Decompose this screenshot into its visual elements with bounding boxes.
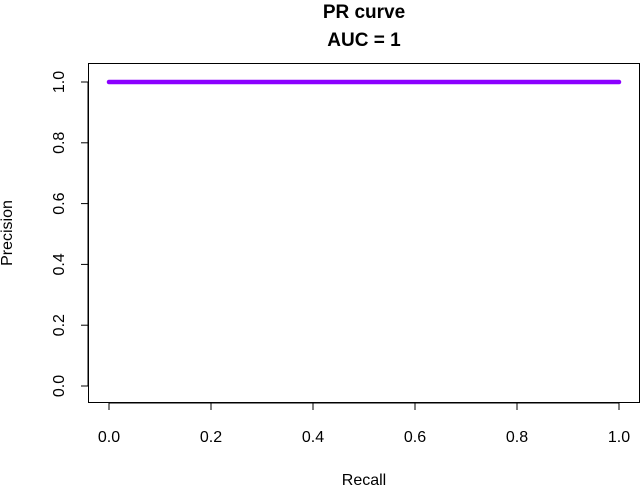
chart-subtitle: AUC = 1 <box>327 30 401 51</box>
x-tick-label: 0.8 <box>506 429 528 446</box>
x-tick-label: 0.2 <box>200 429 222 446</box>
series-layer <box>106 79 622 237</box>
x-axis-label: Recall <box>342 472 386 487</box>
x-tick-label: 0.4 <box>302 429 324 446</box>
y-tick-label: 0.6 <box>51 192 68 214</box>
x-tick-label: 0.6 <box>404 429 426 446</box>
x-axis: 0.0 0.2 0.4 0.6 0.8 1.0 <box>98 402 630 446</box>
y-tick-label: 0.0 <box>51 375 68 397</box>
y-tick-label: 0.2 <box>51 314 68 336</box>
chart-title: PR curve <box>323 2 405 23</box>
plot-frame <box>88 63 640 403</box>
y-tick-label: 0.8 <box>51 132 68 154</box>
x-tick-label: 0.0 <box>98 429 120 446</box>
y-axis: 0.0 0.2 0.4 0.6 0.8 1.0 <box>51 71 89 397</box>
y-axis-label: Precision <box>0 200 16 266</box>
x-tick-label: 1.0 <box>608 429 630 446</box>
y-tick-label: 0.4 <box>51 253 68 275</box>
y-tick-label: 1.0 <box>51 71 68 93</box>
